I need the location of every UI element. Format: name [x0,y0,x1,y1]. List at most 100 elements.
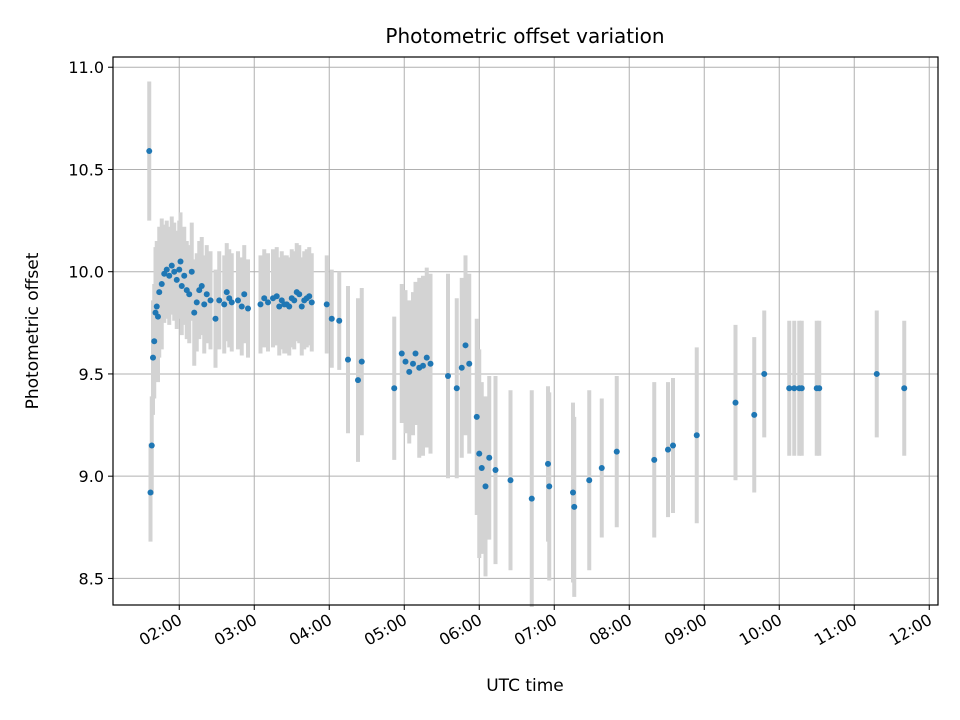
plot-frame [112,56,939,606]
y-axis-title: Photometric offset [23,252,43,409]
data-point [276,303,283,310]
data-point [598,465,605,471]
data-points [146,148,908,510]
data-point [146,148,153,155]
data-point [586,477,593,484]
data-point [191,309,198,316]
data-point [177,258,184,265]
data-point [168,262,175,269]
data-point [257,301,264,308]
data-point [798,385,805,392]
data-point [427,360,434,367]
data-point [147,489,154,496]
data-point [355,377,361,384]
grid [113,57,938,605]
data-point [445,372,451,379]
data-point [665,446,671,453]
data-point [150,354,156,361]
data-point [265,299,271,306]
data-point [178,283,185,290]
data-point [261,295,268,302]
data-point [166,272,173,279]
data-point [402,358,409,365]
data-point [153,303,160,310]
data-point [693,432,700,439]
data-point [296,291,303,298]
y-tick-label: 9.0 [79,467,104,486]
data-point [873,370,880,377]
data-point [391,385,398,392]
data-point [791,385,798,392]
data-point [186,291,193,298]
y-tick-label: 10.5 [68,160,104,179]
data-point [478,465,485,471]
data-point [492,467,499,474]
data-point [816,385,823,392]
data-point [761,370,768,377]
data-point [458,364,465,371]
data-point [156,289,163,296]
data-point [528,495,535,502]
data-point [786,385,793,392]
data-point [412,350,419,357]
data-point [336,317,343,324]
data-point [163,266,170,273]
data-point [201,301,208,308]
data-point [198,283,205,290]
data-point [453,385,460,392]
data-point [358,358,365,365]
data-point [238,303,245,310]
data-point [486,454,493,461]
data-point [171,268,178,275]
y-tick-label: 10.0 [68,263,104,282]
data-point [291,297,298,304]
data-point [181,272,188,279]
data-point [546,483,553,490]
data-point [273,293,280,300]
data-point [473,413,480,420]
data-point [901,385,908,392]
data-point [398,350,405,357]
data-point [298,303,305,310]
data-point [507,477,514,484]
data-point [328,315,335,322]
data-point [286,303,293,310]
data-point [420,362,426,369]
data-point [176,266,183,273]
data-point [423,354,430,361]
data-point [216,297,223,304]
x-axis-title: UTC time [486,676,564,696]
data-point [245,305,251,312]
data-point [241,291,248,298]
data-point [571,503,578,510]
data-point [410,360,416,367]
data-point [212,315,219,322]
data-point [193,299,200,306]
data-point [235,297,241,304]
data-point [173,276,180,283]
data-point [345,356,351,363]
data-point [466,360,473,367]
y-tick-label: 9.5 [79,365,104,384]
chart-title: Photometric offset variation [385,24,664,48]
data-point [155,313,161,320]
data-point [670,442,676,449]
data-point [148,442,155,449]
data-point [476,450,483,457]
data-point [406,368,413,375]
data-point [323,301,330,308]
data-point [223,289,230,296]
data-point [751,411,758,418]
data-point [228,299,235,306]
data-point [151,338,158,345]
data-point [188,268,195,275]
y-tick-label: 11.0 [68,58,104,77]
data-point [203,291,210,298]
y-tick-label: 8.5 [79,569,104,588]
data-point [462,342,469,349]
data-point [651,456,658,463]
data-point [207,297,214,304]
data-point [570,489,576,496]
data-point [732,399,739,406]
